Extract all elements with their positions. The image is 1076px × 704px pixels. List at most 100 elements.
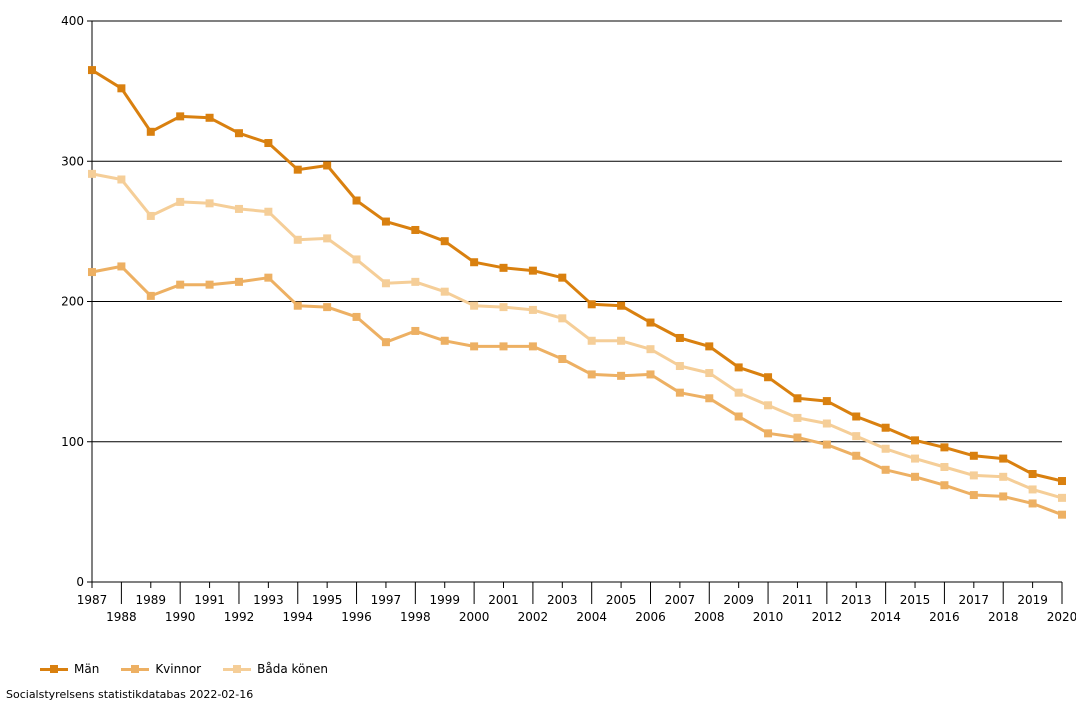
x-tick-label: 2006: [635, 610, 666, 624]
data-point: [440, 237, 449, 246]
axes: [87, 20, 1063, 604]
data-point: [911, 472, 920, 481]
x-tick-label: 2007: [665, 593, 696, 607]
data-point: [646, 318, 655, 327]
data-point: [381, 279, 390, 288]
legend-swatch-kvinnor: [121, 664, 150, 674]
data-point: [470, 301, 479, 310]
data-point: [146, 291, 155, 300]
x-tick-label: 1988: [106, 610, 137, 624]
data-point: [675, 388, 684, 397]
x-tick-label: 2001: [488, 593, 519, 607]
data-point: [617, 336, 626, 345]
series-layer: [88, 66, 1066, 519]
x-tick-label: 2012: [812, 610, 843, 624]
data-point: [411, 326, 420, 335]
data-point: [617, 371, 626, 380]
line-chart: 0 100 200 300 400 1987 1988 1989 1990 1991 1992 199…: [61, 14, 1076, 624]
series-0: [88, 66, 1066, 486]
data-point: [117, 84, 126, 93]
source-note: Socialstyrelsens statistikdatabas 2022-0…: [6, 688, 254, 701]
data-point: [705, 342, 714, 351]
x-tick-label: 1999: [429, 593, 460, 607]
legend-swatch-man: [40, 664, 68, 674]
data-point: [587, 300, 596, 309]
data-point: [734, 388, 743, 397]
data-point: [764, 373, 773, 382]
legend-item-bada-konen: Båda könen: [223, 662, 328, 676]
data-point: [705, 369, 714, 378]
data-point: [940, 481, 949, 490]
x-tick-label: 2010: [753, 610, 784, 624]
series-1: [88, 262, 1066, 519]
data-point: [822, 440, 831, 449]
data-point: [264, 273, 273, 282]
data-point: [352, 255, 361, 264]
data-point: [852, 412, 861, 421]
data-point: [470, 342, 479, 351]
data-point: [205, 280, 214, 289]
data-point: [675, 362, 684, 371]
data-point: [587, 336, 596, 345]
data-point: [88, 268, 96, 277]
data-point: [1058, 477, 1066, 486]
data-point: [323, 303, 332, 312]
gridlines: [92, 20, 1062, 443]
x-tick-label: 1995: [312, 593, 343, 607]
data-point: [293, 235, 302, 244]
data-point: [852, 432, 861, 441]
data-point: [499, 342, 508, 351]
legend-item-man: Män: [40, 662, 99, 676]
data-point: [88, 169, 96, 178]
data-point: [440, 287, 449, 296]
x-tick-label: 2014: [870, 610, 901, 624]
data-point: [352, 196, 361, 205]
data-point: [411, 277, 420, 286]
y-tick-label: 0: [76, 575, 84, 589]
data-point: [969, 451, 978, 460]
x-tick-label: 2016: [929, 610, 960, 624]
data-point: [470, 258, 479, 267]
x-tick-label: 2020: [1047, 610, 1076, 624]
data-point: [999, 454, 1008, 463]
legend-swatch-bada-konen: [223, 664, 252, 674]
legend: Män Kvinnor Båda könen: [40, 662, 328, 676]
data-point: [1058, 493, 1066, 502]
data-point: [352, 312, 361, 321]
x-tick-label: 1997: [371, 593, 402, 607]
data-point: [117, 175, 126, 184]
x-tick-label: 2008: [694, 610, 725, 624]
x-tick-label: 1994: [282, 610, 313, 624]
data-point: [969, 491, 978, 500]
x-tick-label: 2005: [606, 593, 637, 607]
data-point: [793, 433, 802, 442]
data-point: [264, 207, 273, 216]
data-point: [499, 263, 508, 272]
x-tick-label: 1996: [341, 610, 372, 624]
data-point: [88, 66, 96, 75]
data-point: [558, 355, 567, 364]
x-tick-label: 1987: [77, 593, 108, 607]
data-point: [381, 217, 390, 226]
tick-labels: 0 100 200 300 400 1987 1988 1989 1990 1991 1992 199…: [61, 14, 1076, 624]
data-point: [146, 211, 155, 220]
x-tick-label: 2000: [459, 610, 490, 624]
data-point: [705, 394, 714, 403]
data-point: [264, 139, 273, 148]
data-point: [323, 234, 332, 243]
data-point: [617, 301, 626, 310]
data-point: [911, 436, 920, 445]
data-point: [940, 443, 949, 452]
data-point: [940, 462, 949, 471]
x-tick-label: 1991: [194, 593, 225, 607]
data-point: [734, 363, 743, 372]
data-point: [323, 161, 332, 170]
data-point: [1028, 485, 1037, 494]
x-tick-label: 1989: [136, 593, 167, 607]
data-point: [881, 423, 890, 432]
legend-label-kvinnor: Kvinnor: [155, 662, 202, 676]
x-tick-label: 2019: [1017, 593, 1048, 607]
data-point: [822, 419, 831, 428]
x-tick-label: 1992: [224, 610, 255, 624]
data-point: [205, 199, 214, 208]
